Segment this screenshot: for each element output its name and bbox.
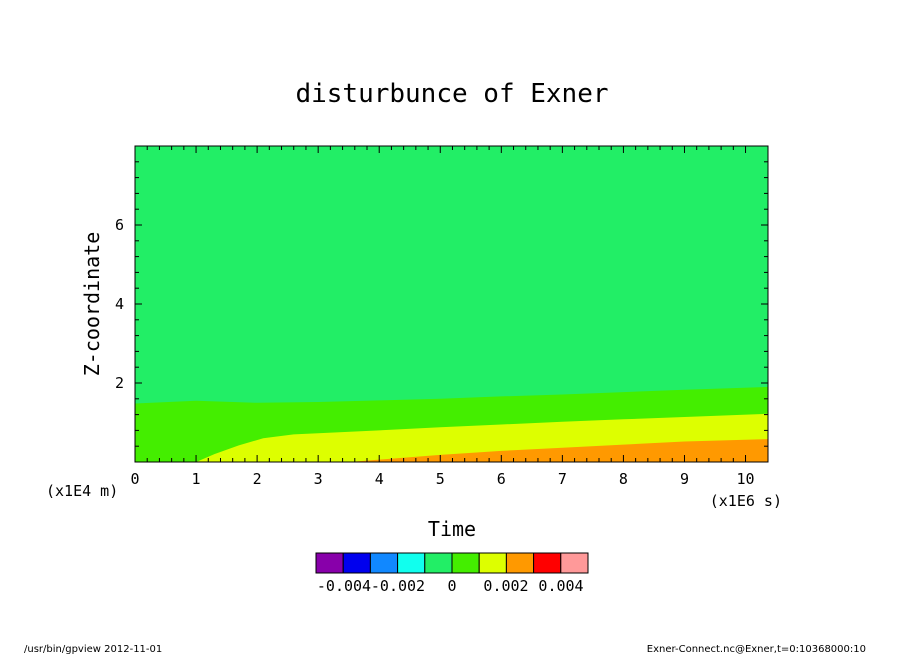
colorbar-label: 0 (447, 577, 456, 595)
colorbar-swatch (397, 552, 426, 574)
y-tick-label: 2 (115, 374, 124, 392)
footer-left: /usr/bin/gpview 2012-11-01 (24, 644, 162, 654)
colorbar-swatch (478, 552, 507, 574)
x-tick-label: 9 (680, 470, 689, 488)
x-tick-label: 7 (558, 470, 567, 488)
x-tick-labels: 0 1 2 3 4 5 6 7 8 9 10 (130, 470, 754, 488)
colorbar-swatch (560, 552, 589, 574)
colorbar-label: -0.004 (317, 577, 371, 595)
chart-title: disturbunce of Exner (295, 79, 608, 109)
x-tick-label: 10 (737, 470, 755, 488)
x-tick-label: 0 (130, 470, 139, 488)
y-tick-labels: 2 4 6 (115, 216, 124, 392)
x-tick-label: 8 (619, 470, 628, 488)
colorbar (315, 552, 589, 574)
x-tick-label: 1 (192, 470, 201, 488)
x-unit-label: (x1E6 s) (710, 492, 782, 510)
colorbar-swatch (369, 552, 399, 574)
x-tick-label: 5 (436, 470, 445, 488)
y-tick-label: 6 (115, 216, 124, 234)
colorbar-swatch (342, 552, 371, 574)
colorbar-labels: -0.004 -0.002 0 0.002 0.004 (317, 577, 584, 595)
footer-right: Exner-Connect.nc@Exner,t=0:10368000:10 (647, 644, 866, 654)
x-tick-label: 4 (375, 470, 384, 488)
y-unit-label: (x1E4 m) (46, 482, 118, 500)
colorbar-swatch (451, 552, 480, 574)
colorbar-swatch (424, 552, 453, 574)
axis-ticks (134, 145, 768, 463)
colorbar-label: 0.002 (483, 577, 528, 595)
x-tick-label: 6 (497, 470, 506, 488)
colorbar-swatch (315, 552, 344, 574)
y-tick-label: 4 (115, 295, 124, 313)
colorbar-label: 0.004 (538, 577, 583, 595)
y-axis-label: Z-coordinate (80, 232, 104, 377)
level-fill-3 (348, 439, 768, 462)
x-tick-label: 3 (314, 470, 323, 488)
x-axis-label: Time (428, 517, 476, 541)
x-tick-label: 2 (253, 470, 262, 488)
colorbar-swatch (505, 552, 535, 574)
colorbar-swatch (533, 552, 562, 574)
contour-fills (135, 146, 769, 462)
colorbar-label: -0.002 (371, 577, 425, 595)
